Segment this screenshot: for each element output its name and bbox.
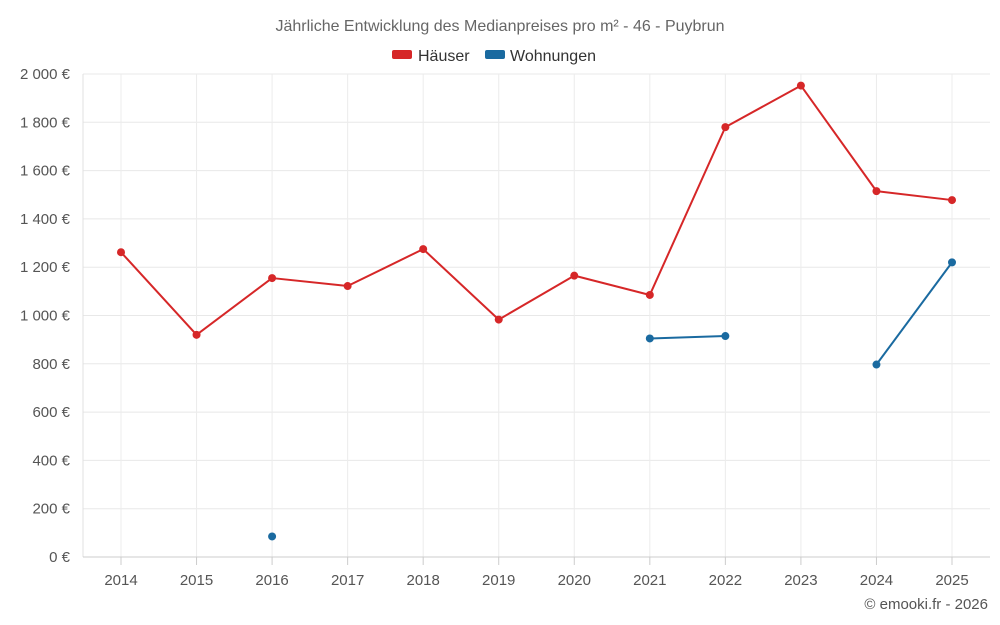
x-tick-label: 2024 — [860, 572, 893, 589]
y-tick-label: 1 600 € — [20, 163, 71, 180]
y-tick-label: 600 € — [32, 404, 70, 421]
data-point-haeuser — [948, 196, 956, 205]
data-point-wohnungen — [721, 332, 730, 341]
x-tick-label: 2019 — [482, 572, 515, 589]
data-point-haeuser — [872, 187, 881, 196]
y-tick-label: 800 € — [32, 356, 70, 373]
legend-swatch-wohnungen — [485, 50, 505, 59]
x-tick-label: 2018 — [406, 572, 439, 589]
series-line-haeuser — [120, 84, 953, 336]
data-point-haeuser — [721, 123, 730, 132]
x-tick-label: 2017 — [331, 572, 364, 589]
data-point-haeuser — [494, 315, 503, 324]
data-point-haeuser — [192, 330, 201, 339]
grid — [82, 73, 990, 557]
y-tick-label: 400 € — [32, 452, 70, 469]
y-tick-label: 200 € — [32, 501, 70, 518]
legend-label-haeuser[interactable]: Häuser — [418, 48, 470, 65]
series-line-wohnungen — [875, 261, 953, 366]
data-point-haeuser — [268, 274, 277, 283]
credit-text: © emooki.fr - 2026 — [864, 596, 988, 613]
y-tick-label: 1 800 € — [20, 114, 71, 131]
data-point-haeuser — [645, 290, 654, 299]
y-tick-label: 1 000 € — [20, 308, 71, 325]
x-axis: 2014 2015 2016 2017 2018 2019 2020 2021 2022 2023… — [83, 556, 990, 589]
data-point-wohnungen — [645, 334, 654, 343]
data-point-haeuser — [343, 282, 352, 291]
data-point-haeuser — [117, 248, 125, 257]
data-point-haeuser — [419, 245, 428, 254]
data-point-wohnungen — [948, 258, 956, 267]
x-tick-label: 2023 — [784, 572, 817, 589]
x-tick-label: 2015 — [180, 572, 213, 589]
data-point-haeuser — [570, 271, 579, 280]
legend: Häuser Wohnungen — [392, 48, 596, 65]
x-tick-label: 2022 — [709, 572, 742, 589]
legend-swatch-haeuser — [392, 50, 412, 59]
y-tick-label: 2 000 € — [20, 66, 71, 83]
y-tick-label: 1 200 € — [20, 259, 71, 276]
data-point-haeuser — [796, 81, 805, 90]
series-layer — [117, 81, 956, 541]
x-tick-label: 2020 — [558, 572, 591, 589]
x-tick-label: 2025 — [935, 572, 968, 589]
x-tick-label: 2014 — [104, 572, 137, 589]
series-line-wohnungen — [649, 335, 726, 340]
data-point-wohnungen — [268, 532, 277, 541]
legend-label-wohnungen[interactable]: Wohnungen — [510, 48, 596, 65]
x-tick-label: 2021 — [633, 572, 666, 589]
y-tick-label: 1 400 € — [20, 211, 71, 228]
y-axis: 0 € 200 € 400 € 600 € 800 € 1 000 € 1 200 € 1 4… — [20, 66, 71, 566]
x-tick-label: 2016 — [255, 572, 288, 589]
data-point-wohnungen — [872, 360, 881, 369]
chart-title: Jährliche Entwicklung des Medianpreises … — [275, 18, 724, 35]
y-tick-label: 0 € — [49, 549, 71, 566]
